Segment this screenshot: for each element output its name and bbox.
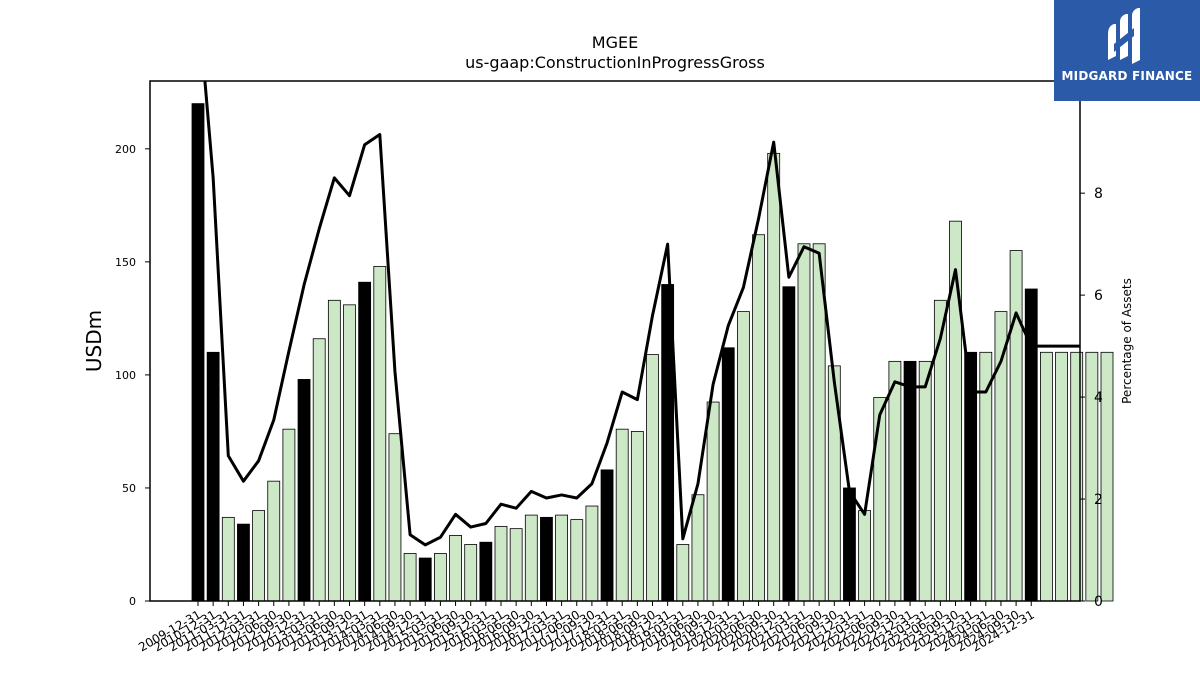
bar-2012-09-30 [358, 281, 372, 602]
bar-2010-03-31 [206, 351, 220, 602]
bar-2015-12-31 [555, 514, 568, 602]
bar-2020-09-30 [843, 487, 856, 602]
y-axis-left: 0 50 100 150 200 [115, 143, 150, 608]
bar-2010-09-30 [237, 523, 250, 602]
bar-2010-12-31 [252, 510, 266, 602]
bar-2014-03-31 [449, 535, 462, 602]
bar-2017-06-30 [646, 354, 659, 602]
x-axis: 2009-12-312010-12-312011-03-312011-12-31… [136, 601, 1037, 654]
bar-2017-03-31 [630, 431, 644, 602]
bar-2024-09-30 [1085, 351, 1099, 602]
bar-2011-09-30 [297, 379, 311, 602]
brand-logo: MIDGARD FINANCE [1054, 0, 1200, 101]
bar-2013-12-31 [433, 553, 447, 602]
bar-2014-06-30 [464, 544, 478, 602]
bar-2015-03-31 [509, 528, 523, 602]
bar-2016-09-30 [600, 469, 614, 602]
bar-2022-03-31 [933, 299, 947, 602]
brand-name: MIDGARD FINANCE [1061, 69, 1193, 83]
bar-2016-06-30 [585, 505, 599, 602]
bar-2015-09-30 [540, 516, 553, 602]
y2-axis-label: Percentage of Assets [1120, 278, 1134, 404]
midgard-finance-logo-icon [1108, 8, 1140, 64]
bar-2013-03-31 [388, 433, 402, 602]
y2-tick-label: 4 [1094, 390, 1103, 406]
bar-2024-12-31 [1100, 351, 1114, 602]
y-tick-label: 0 [129, 595, 136, 608]
bar-2019-12-31 [797, 243, 811, 602]
bar-2013-09-30 [418, 557, 432, 602]
bar-2013-06-30 [403, 553, 417, 602]
chart-subtitle: us-gaap:ConstructionInProgressGross [465, 53, 765, 72]
bar-2019-03-31 [752, 234, 765, 602]
y-tick-label: 100 [115, 369, 136, 382]
bar-2024-06-30 [1070, 351, 1084, 602]
bar-2018-12-31 [737, 311, 750, 602]
line-group [203, 81, 1080, 547]
bar-2019-09-30 [782, 286, 796, 602]
bar-2012-12-31 [373, 265, 387, 602]
bar-2016-03-31 [570, 519, 584, 602]
y-axis-label: USDm [82, 310, 106, 372]
bar-2020-12-31 [858, 510, 871, 602]
y-tick-label: 150 [115, 256, 136, 269]
bar-2021-09-30 [903, 360, 917, 602]
y-tick-label: 50 [122, 482, 136, 495]
bar-2019-06-30 [767, 152, 781, 602]
bars-group [191, 103, 1114, 602]
y2-tick-label: 6 [1094, 288, 1103, 304]
chart-title: MGEE [592, 33, 638, 52]
bar-2024-03-31 [1055, 351, 1068, 602]
bar-2009-12-31 [191, 103, 205, 602]
bar-2012-06-30 [343, 304, 356, 602]
bar-2011-06-30 [282, 428, 296, 602]
bar-2018-09-30 [721, 347, 735, 602]
bar-2017-12-31 [676, 544, 690, 602]
bar-2021-06-30 [888, 360, 902, 602]
bar-2014-09-30 [479, 541, 493, 602]
y-tick-label: 200 [115, 143, 136, 156]
bar-2014-12-31 [494, 525, 508, 602]
bar-2016-12-31 [615, 428, 629, 602]
percentage-line [203, 81, 1080, 547]
bar-2023-03-31 [994, 311, 1008, 602]
y2-tick-label: 2 [1094, 492, 1103, 508]
bar-2011-12-31 [312, 338, 326, 602]
bar-2012-03-31 [327, 299, 341, 602]
y2-tick-label: 0 [1094, 594, 1103, 610]
bar-2023-12-31 [1040, 351, 1053, 602]
bar-2020-06-30 [827, 365, 841, 602]
bar-2023-06-30 [1009, 250, 1023, 602]
bar-2011-03-31 [267, 480, 281, 602]
plot-frame [149, 80, 1081, 602]
bar-2021-03-31 [873, 397, 887, 602]
bar-2010-06-30 [221, 516, 235, 602]
bar-2021-12-31 [918, 360, 932, 602]
bar-2018-06-30 [706, 401, 720, 602]
y2-tick-label: 8 [1094, 186, 1103, 202]
bar-2015-06-30 [524, 514, 538, 602]
bar-2018-03-31 [691, 494, 705, 602]
